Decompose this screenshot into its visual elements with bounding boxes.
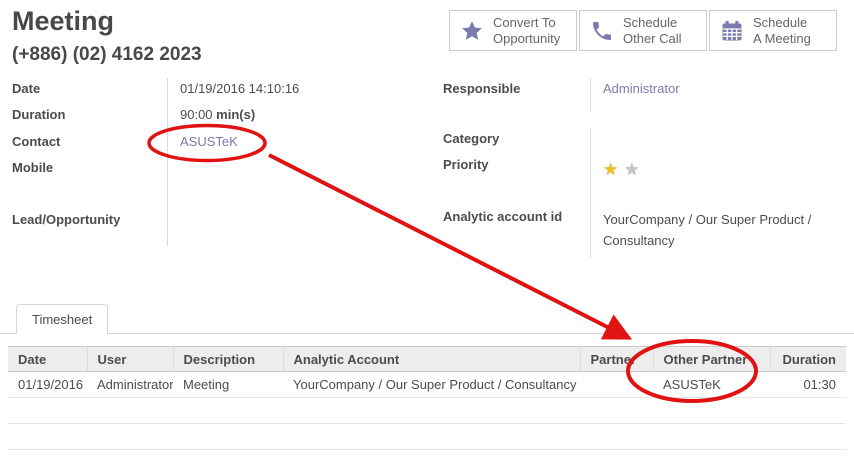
button-label: Schedule A Meeting bbox=[753, 14, 811, 46]
empty-table-row bbox=[8, 397, 846, 424]
field-label-responsible: Responsible bbox=[443, 81, 521, 96]
field-value-category bbox=[591, 128, 603, 131]
field-value-analytic-account: YourCompany / Our Super Product / Consul… bbox=[603, 212, 812, 248]
column-header-description[interactable]: Description bbox=[172, 346, 283, 372]
calendar-icon bbox=[722, 20, 742, 40]
page-title: Meeting bbox=[12, 6, 115, 36]
field-label-contact: Contact bbox=[12, 134, 61, 149]
button-label: Convert To Opportunity bbox=[493, 14, 561, 46]
column-separator bbox=[590, 128, 591, 258]
cell-description: Meeting bbox=[173, 371, 283, 398]
field-label-category: Category bbox=[443, 131, 500, 146]
field-group-left: Date 01/19/2016 14:10:16 Duration 90:00 … bbox=[12, 78, 432, 246]
field-label-priority: Priority bbox=[443, 157, 489, 172]
field-value-duration: 90:00 min(s) bbox=[180, 107, 256, 122]
cell-other-partner: ASUSTeK bbox=[653, 371, 770, 398]
contact-link[interactable]: ASUSTeK bbox=[180, 134, 238, 149]
convert-to-opportunity-button[interactable]: Convert To Opportunity bbox=[449, 10, 577, 51]
tab-timesheet[interactable]: Timesheet bbox=[16, 304, 109, 334]
cell-partner bbox=[580, 371, 653, 398]
star-icon bbox=[462, 20, 482, 40]
phone-icon bbox=[593, 21, 611, 40]
column-header-partner[interactable]: Partner bbox=[579, 346, 653, 372]
button-label: Schedule Other Call bbox=[623, 14, 682, 46]
cell-duration: 01:30 bbox=[770, 371, 846, 398]
field-group-right-top: Responsible Administrator bbox=[443, 78, 843, 112]
table-row[interactable]: 01/19/2016 Administrator Meeting YourCom… bbox=[8, 371, 846, 398]
table-header-row: Date User Description Analytic Account P… bbox=[8, 346, 846, 372]
cell-analytic-account: YourCompany / Our Super Product / Consul… bbox=[283, 371, 580, 398]
column-header-analytic-account[interactable]: Analytic Account bbox=[282, 346, 580, 372]
phone-number: (+886) (02) 4162 2023 bbox=[12, 44, 202, 65]
header-action-buttons: Convert To Opportunity Schedule Other Ca… bbox=[449, 10, 837, 51]
column-header-date[interactable]: Date bbox=[8, 346, 87, 372]
notebook-divider bbox=[0, 333, 854, 334]
field-label-duration: Duration bbox=[12, 107, 66, 122]
priority-stars: ★ ★ bbox=[591, 154, 640, 178]
column-separator bbox=[167, 78, 168, 246]
duration-unit: min(s) bbox=[216, 107, 256, 122]
field-value-lead-opportunity bbox=[168, 209, 180, 212]
responsible-link[interactable]: Administrator bbox=[603, 81, 680, 96]
field-label-analytic-account: Analytic account id bbox=[443, 209, 563, 224]
schedule-other-call-button[interactable]: Schedule Other Call bbox=[579, 10, 707, 51]
column-header-other-partner[interactable]: Other Partner bbox=[652, 346, 770, 372]
field-label-lead-opportunity: Lead/Opportunity bbox=[12, 212, 121, 227]
field-value-date: 01/19/2016 14:10:16 bbox=[180, 81, 300, 96]
timesheet-table: Date User Description Analytic Account P… bbox=[8, 346, 846, 450]
column-header-user[interactable]: User bbox=[86, 346, 173, 372]
field-group-right-bottom: Category Priority ★ ★ Analytic account i… bbox=[443, 128, 843, 258]
field-label-date: Date bbox=[12, 81, 41, 96]
priority-star-1-selected[interactable]: ★ bbox=[603, 160, 619, 179]
cell-user: Administrator bbox=[87, 371, 173, 398]
schedule-a-meeting-button[interactable]: Schedule A Meeting bbox=[709, 10, 837, 51]
field-label-mobile: Mobile bbox=[12, 160, 54, 175]
field-value-mobile bbox=[168, 157, 180, 160]
priority-star-2[interactable]: ★ bbox=[624, 160, 640, 179]
column-header-duration[interactable]: Duration bbox=[769, 346, 846, 372]
empty-table-row bbox=[8, 423, 846, 450]
cell-date: 01/19/2016 bbox=[8, 371, 87, 398]
column-separator bbox=[590, 78, 591, 112]
